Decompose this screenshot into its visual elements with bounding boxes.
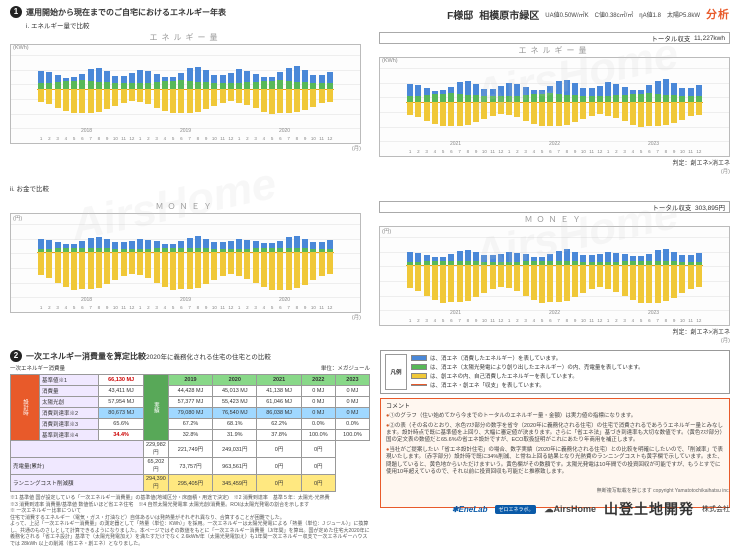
airshome-logo: ☁AirsHome	[544, 504, 596, 515]
company-suffix: 株式会社	[702, 504, 730, 514]
energy-table: 設計時 基準値※166,130 MJ 実績2019202020212022202…	[10, 374, 370, 492]
enelab-logo: ✱EneLab	[452, 505, 488, 514]
comment-title: コメント	[386, 403, 724, 411]
table-caption-left: 一次エネルギー消費量	[10, 364, 65, 372]
company-name: 山登土地開発	[604, 499, 694, 519]
enelab-sub: ゼロエネラボ。	[495, 505, 536, 514]
legend-title: 凡例	[385, 354, 407, 390]
chart-panel: トータル収支 11,227kwhエネルギー量(KWh)	[379, 32, 730, 175]
section-1-number: 1	[10, 6, 22, 18]
house-specs: UA値0.50W/㎡K C値0.38c㎡/㎡ ηA値1.8 太陽P5.8kW	[545, 10, 700, 19]
total-bar: トータル収支 11,227kwh	[379, 32, 730, 44]
chart-box: (円)	[379, 226, 730, 326]
table-caption-right: 単位：メガジュール	[321, 364, 370, 372]
section-1-title: 運用開始から現在までのご自宅におけるエネルギー年表	[26, 7, 226, 18]
chart-panel: エネルギー量(KWh)	[10, 32, 361, 175]
chart-title: ＭＯＮＥＹ	[379, 214, 730, 225]
chart-box: (KWh)	[10, 44, 361, 144]
chart-panel: ＭＯＮＥＹ(円)	[10, 201, 361, 344]
analysis-badge: 分析	[706, 6, 730, 22]
section-2-title: 一次エネルギー消費量を算定比較2020年に義務化される住宅の住宅との比較	[26, 351, 271, 362]
subsection-ii: ii. お金で比較	[10, 183, 730, 193]
total-bar: トータル収支 303,895円	[379, 201, 730, 213]
judge-text: 判定：創エネ>消エネ	[379, 158, 730, 167]
section-2-number: 2	[10, 350, 22, 362]
customer-name: F様邸	[447, 7, 473, 22]
legend-box: 凡例 は、消エネ（消費したエネルギー）を表しています。は、消エネ（太陽光発電によ…	[380, 350, 730, 394]
judge-text: 判定：創エネ>消エネ	[379, 327, 730, 336]
chart-panel: トータル収支 303,895円ＭＯＮＥＹ(円)	[379, 201, 730, 344]
footer: 無断複写転載を禁じます copyright Yamatotochikaihats…	[10, 499, 730, 519]
chart-box: (KWh)	[379, 57, 730, 157]
chart-title: エネルギー量	[10, 32, 361, 43]
chart-title: エネルギー量	[379, 45, 730, 56]
chart-box: (円)	[10, 213, 361, 313]
chart-title: ＭＯＮＥＹ	[10, 201, 361, 212]
location: 相模原市緑区	[479, 7, 539, 22]
copyright: 無断複写転載を禁じます copyright Yamatotochikaihats…	[597, 487, 730, 494]
